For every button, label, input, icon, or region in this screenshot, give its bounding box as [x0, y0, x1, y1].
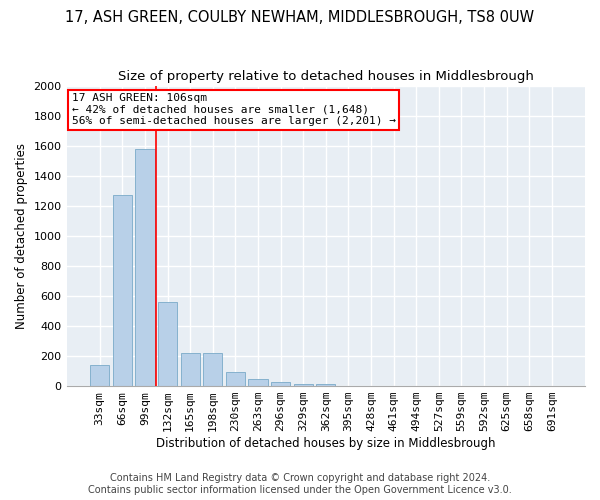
Y-axis label: Number of detached properties: Number of detached properties [15, 143, 28, 329]
X-axis label: Distribution of detached houses by size in Middlesbrough: Distribution of detached houses by size … [156, 437, 496, 450]
Bar [271, 382, 290, 386]
Title: Size of property relative to detached houses in Middlesbrough: Size of property relative to detached ho… [118, 70, 534, 83]
Bar [316, 384, 335, 386]
Bar [136, 148, 155, 386]
Bar [158, 302, 177, 386]
Text: 17, ASH GREEN, COULBY NEWHAM, MIDDLESBROUGH, TS8 0UW: 17, ASH GREEN, COULBY NEWHAM, MIDDLESBRO… [65, 10, 535, 25]
Bar [90, 365, 109, 386]
Bar [203, 353, 223, 386]
Bar [181, 353, 200, 386]
Text: Contains HM Land Registry data © Crown copyright and database right 2024.
Contai: Contains HM Land Registry data © Crown c… [88, 474, 512, 495]
Text: 17 ASH GREEN: 106sqm
← 42% of detached houses are smaller (1,648)
56% of semi-de: 17 ASH GREEN: 106sqm ← 42% of detached h… [72, 93, 396, 126]
Bar [226, 372, 245, 386]
Bar [248, 378, 268, 386]
Bar [113, 195, 132, 386]
Bar [293, 384, 313, 386]
